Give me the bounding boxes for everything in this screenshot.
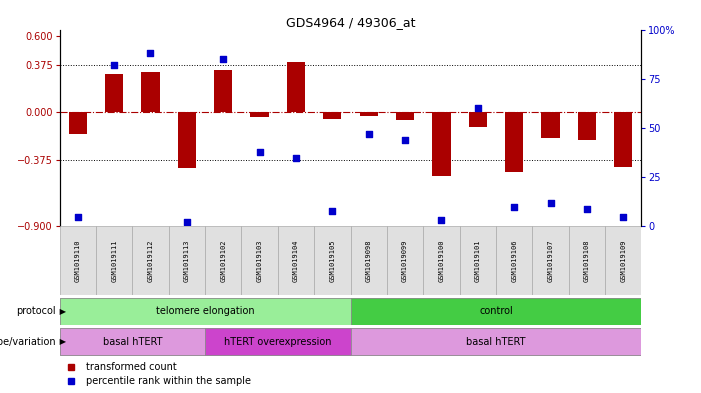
Text: percentile rank within the sample: percentile rank within the sample: [86, 376, 251, 386]
Bar: [532, 226, 569, 295]
Text: genotype/variation: genotype/variation: [0, 336, 56, 347]
Bar: [460, 226, 496, 295]
Point: [145, 50, 156, 57]
Bar: [541, 112, 559, 138]
Point: [254, 149, 265, 155]
Bar: [396, 112, 414, 120]
Text: GSM1019109: GSM1019109: [620, 239, 626, 282]
Bar: [178, 112, 196, 168]
Bar: [314, 226, 350, 295]
Text: hTERT overexpression: hTERT overexpression: [224, 336, 332, 347]
Bar: [169, 226, 205, 295]
Text: GSM1019101: GSM1019101: [475, 239, 481, 282]
Point: [182, 219, 193, 226]
Text: GSM1019111: GSM1019111: [111, 239, 117, 282]
Text: GSM1019106: GSM1019106: [511, 239, 517, 282]
Text: GSM1019112: GSM1019112: [147, 239, 154, 282]
Text: basal hTERT: basal hTERT: [102, 336, 162, 347]
Point: [400, 137, 411, 143]
Point: [581, 206, 592, 212]
Text: transformed count: transformed count: [86, 362, 177, 372]
Text: GSM1019108: GSM1019108: [584, 239, 590, 282]
Bar: [569, 226, 605, 295]
Bar: [496, 226, 532, 295]
Bar: [278, 226, 314, 295]
Bar: [505, 112, 523, 172]
Text: GSM1019098: GSM1019098: [366, 239, 372, 282]
Bar: [350, 298, 641, 325]
Point: [508, 204, 519, 210]
Point: [618, 213, 629, 220]
Bar: [614, 112, 632, 167]
Bar: [387, 226, 423, 295]
Point: [290, 154, 301, 161]
Bar: [433, 112, 451, 176]
Text: GSM1019103: GSM1019103: [257, 239, 263, 282]
Text: basal hTERT: basal hTERT: [466, 336, 526, 347]
Point: [363, 131, 374, 137]
Bar: [423, 226, 460, 295]
Point: [327, 208, 338, 214]
Text: telomere elongation: telomere elongation: [156, 306, 254, 316]
Bar: [205, 328, 350, 355]
Bar: [250, 112, 268, 118]
Text: GSM1019110: GSM1019110: [75, 239, 81, 282]
Bar: [105, 74, 123, 112]
Text: ▶: ▶: [57, 337, 67, 346]
Text: GSM1019102: GSM1019102: [220, 239, 226, 282]
Bar: [350, 328, 641, 355]
Point: [545, 200, 556, 206]
Point: [72, 213, 83, 220]
Bar: [360, 112, 378, 116]
Bar: [69, 112, 87, 134]
Text: GSM1019100: GSM1019100: [438, 239, 444, 282]
Point: [109, 62, 120, 68]
Text: control: control: [479, 306, 513, 316]
Bar: [142, 72, 160, 112]
Text: protocol: protocol: [16, 306, 56, 316]
Bar: [132, 226, 169, 295]
Bar: [214, 70, 232, 112]
Bar: [350, 226, 387, 295]
Point: [472, 105, 484, 112]
Title: GDS4964 / 49306_at: GDS4964 / 49306_at: [286, 16, 415, 29]
Text: ▶: ▶: [57, 307, 67, 316]
Bar: [60, 298, 350, 325]
Bar: [287, 62, 305, 112]
Bar: [60, 328, 205, 355]
Text: GSM1019105: GSM1019105: [329, 239, 335, 282]
Text: GSM1019099: GSM1019099: [402, 239, 408, 282]
Bar: [241, 226, 278, 295]
Point: [436, 217, 447, 224]
Bar: [205, 226, 241, 295]
Text: GSM1019104: GSM1019104: [293, 239, 299, 282]
Bar: [60, 226, 96, 295]
Bar: [96, 226, 132, 295]
Bar: [605, 226, 641, 295]
Point: [217, 56, 229, 62]
Bar: [578, 112, 596, 140]
Bar: [469, 112, 487, 127]
Text: GSM1019113: GSM1019113: [184, 239, 190, 282]
Bar: [323, 112, 341, 119]
Text: GSM1019107: GSM1019107: [547, 239, 554, 282]
